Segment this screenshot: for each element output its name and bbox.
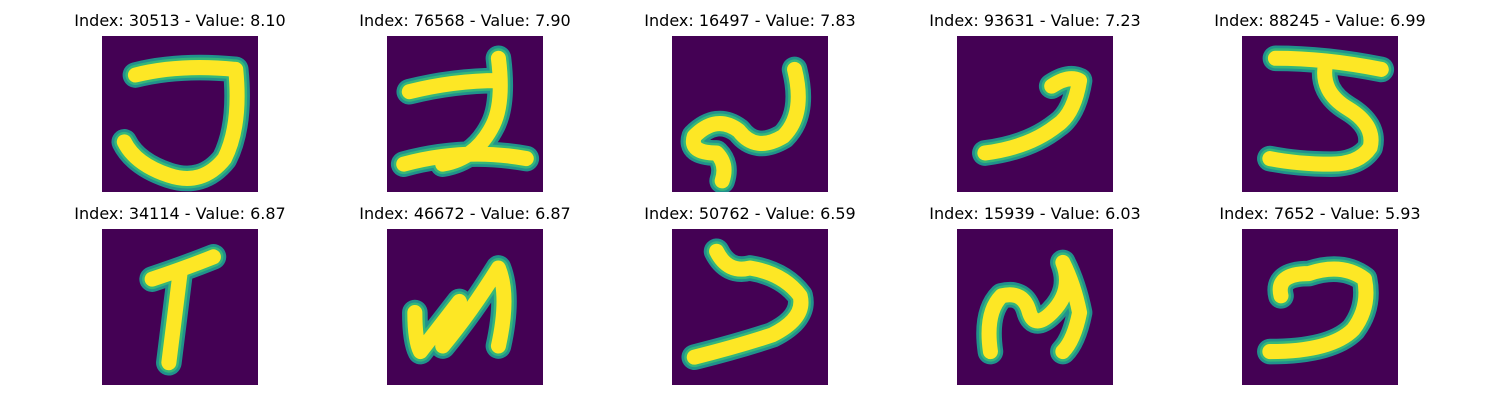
image-title: Index: 16497 - Value: 7.83	[644, 11, 856, 30]
digit-stroke	[396, 50, 534, 172]
grid-cell: Index: 93631 - Value: 7.23	[915, 12, 1155, 202]
digit-image	[957, 229, 1113, 385]
digit-stroke	[685, 61, 806, 189]
digit-image	[102, 229, 258, 385]
grid-cell: Index: 30513 - Value: 8.10	[60, 12, 300, 202]
image-title: Index: 76568 - Value: 7.90	[359, 11, 571, 30]
grid-cell: Index: 16497 - Value: 7.83	[630, 12, 870, 202]
digit-stroke	[981, 254, 1088, 360]
digit-stroke	[407, 260, 512, 360]
digit-image	[1242, 229, 1398, 385]
digit-image	[102, 36, 258, 192]
grid-cell: Index: 50762 - Value: 6.59	[630, 205, 870, 395]
image-title: Index: 50762 - Value: 6.59	[644, 204, 856, 223]
grid-cell: Index: 46672 - Value: 6.87	[345, 205, 585, 395]
image-title: Index: 34114 - Value: 6.87	[74, 204, 286, 223]
digit-image	[957, 36, 1113, 192]
grid-cell: Index: 7652 - Value: 5.93	[1200, 205, 1440, 395]
grid-cell: Index: 76568 - Value: 7.90	[345, 12, 585, 202]
image-title: Index: 88245 - Value: 6.99	[1214, 11, 1426, 30]
digit-stroke	[1262, 50, 1389, 172]
digit-image	[387, 229, 543, 385]
image-title: Index: 93631 - Value: 7.23	[929, 11, 1141, 30]
digit-stroke	[977, 71, 1088, 161]
digit-image	[672, 229, 828, 385]
image-title: Index: 15939 - Value: 6.03	[929, 204, 1141, 223]
digit-image	[1242, 36, 1398, 192]
grid-cell: Index: 88245 - Value: 6.99	[1200, 12, 1440, 202]
digit-stroke	[144, 249, 221, 371]
digit-stroke	[686, 243, 809, 365]
digit-image	[387, 36, 543, 192]
digit-stroke	[1262, 261, 1374, 360]
image-title: Index: 30513 - Value: 8.10	[74, 11, 286, 30]
digit-image	[672, 36, 828, 192]
grid-cell: Index: 15939 - Value: 6.03	[915, 205, 1155, 395]
grid-cell: Index: 34114 - Value: 6.87	[60, 205, 300, 395]
digit-stroke	[116, 60, 245, 186]
image-title: Index: 7652 - Value: 5.93	[1219, 204, 1421, 223]
image-title: Index: 46672 - Value: 6.87	[359, 204, 571, 223]
